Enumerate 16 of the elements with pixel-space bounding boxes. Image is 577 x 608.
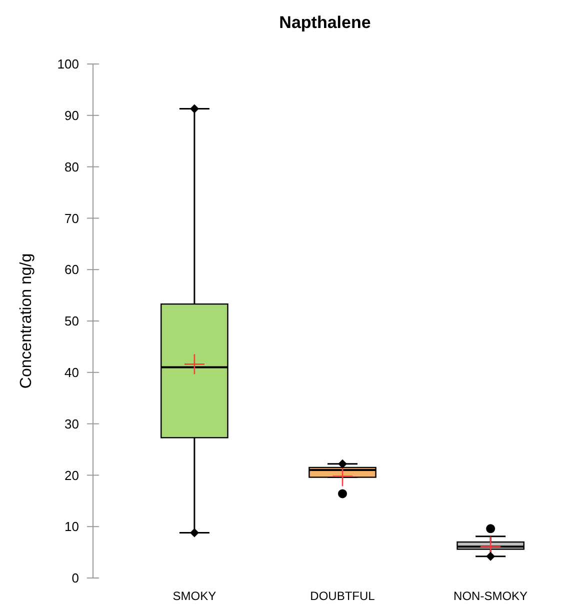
y-tick-label: 10 [64,519,79,534]
x-tick-label: DOUBTFUL [310,589,376,603]
y-tick-label: 100 [57,56,79,72]
x-tick-label: NON-SMOKY [454,589,528,603]
y-tick-label: 0 [72,570,79,586]
y-tick-label: 50 [64,314,79,329]
y-tick-label: 20 [64,468,79,483]
x-tick-label: SMOKY [172,589,216,603]
chart-title: Napthalene [279,13,371,32]
y-tick-label: 70 [64,210,79,226]
y-tick-label: 30 [64,416,79,432]
y-tick-label: 80 [64,159,79,174]
y-tick-label: 60 [64,262,79,278]
y-tick-label: 90 [64,108,79,123]
y-axis-title: Concentration ng/g [18,253,35,389]
y-tick-label: 40 [64,364,79,380]
